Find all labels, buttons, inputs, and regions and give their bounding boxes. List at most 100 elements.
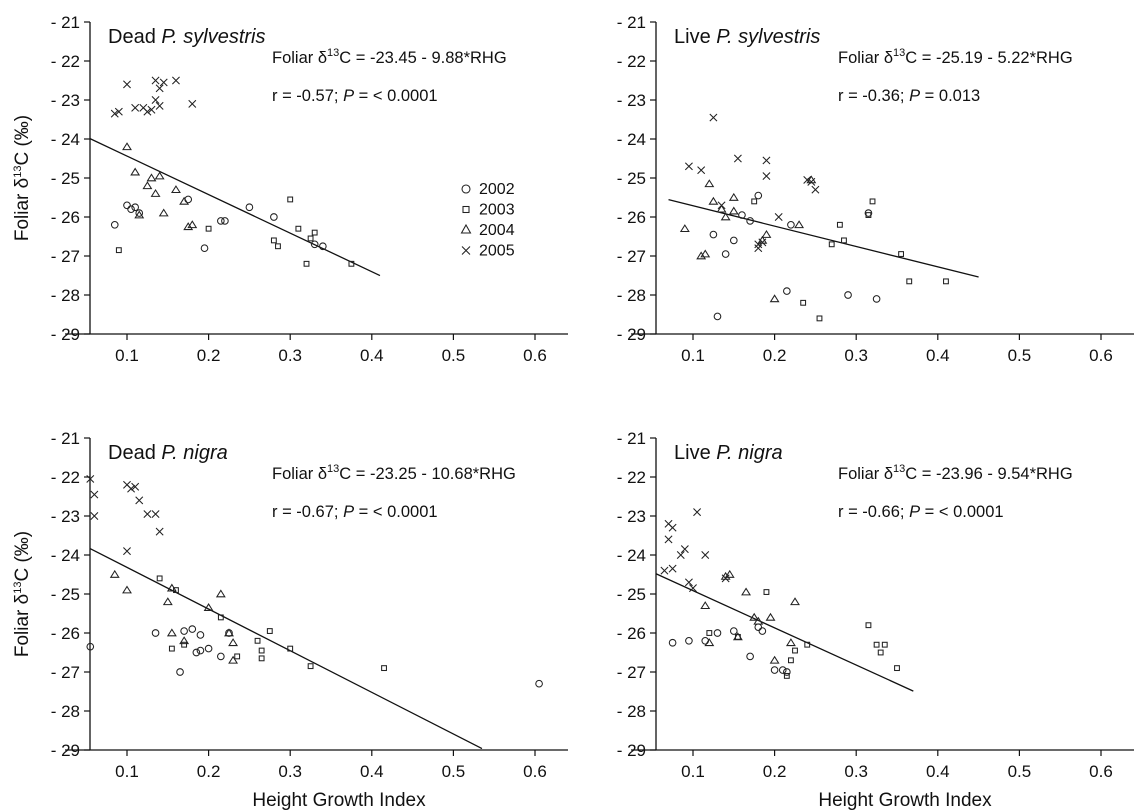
- data-point-2002: [319, 242, 327, 251]
- data-point-2005: [155, 101, 164, 110]
- data-point-2002: [778, 666, 787, 674]
- regression-stats: r = -0.36; P = 0.013: [838, 87, 980, 105]
- panel-4: - 21 - 22 - 23 - 24 - 25 - 26 - 27 - 28 - 29 0.1 0…: [617, 429, 1134, 811]
- data-point-2005: [774, 213, 783, 221]
- y-tick-label: - 25: [51, 585, 80, 604]
- data-point-2005: [151, 96, 160, 104]
- data-point-2003: [307, 235, 314, 242]
- data-point-2005: [811, 185, 820, 194]
- regression-line: [89, 548, 483, 750]
- data-point-2005: [701, 551, 710, 559]
- y-tick-label: - 25: [617, 169, 646, 188]
- data-point-2003: [804, 641, 811, 648]
- y-axis-title-text-a: Foliar δ: [12, 178, 33, 241]
- data-point-2003: [881, 641, 888, 648]
- x-tick-label: 0.5: [1008, 346, 1032, 365]
- data-point-2002: [864, 209, 873, 217]
- data-point-2005: [733, 154, 742, 163]
- data-point-2005: [151, 76, 160, 85]
- data-point-2003: [906, 278, 913, 285]
- data-point-2005: [758, 238, 767, 247]
- data-point-2003: [168, 645, 175, 652]
- regression-line: [656, 573, 914, 692]
- stats-p-symbol: P: [343, 503, 354, 521]
- data-point-2004: [146, 173, 157, 182]
- x-tick-label: 0.2: [197, 762, 221, 781]
- data-point-2004: [179, 636, 190, 645]
- data-point-2005: [693, 508, 702, 517]
- data-point-2004: [122, 142, 132, 151]
- data-point-2002: [729, 627, 738, 635]
- data-point-2004: [769, 294, 780, 303]
- data-point-2004: [790, 597, 800, 606]
- data-point-2004: [122, 585, 132, 594]
- y-tick-label: - 27: [51, 247, 80, 266]
- data-point-2002: [701, 636, 710, 645]
- data-point-2002: [783, 668, 791, 676]
- stats-p-symbol: P: [909, 503, 920, 521]
- regression-equation: Foliar δ13C = -23.45 - 9.88*RHG: [272, 47, 507, 67]
- data-point-2004: [765, 612, 776, 621]
- regression-equation-text-b: C = -23.45 - 9.88*RHG: [339, 49, 506, 67]
- data-point-2004: [142, 181, 153, 190]
- data-point-2003: [706, 630, 713, 636]
- data-point-2003: [787, 657, 794, 664]
- data-point-2002: [196, 631, 205, 639]
- data-point-2002: [127, 205, 135, 214]
- y-tick-label: - 23: [617, 91, 646, 110]
- x-tick-label: 0.6: [1089, 346, 1113, 365]
- data-point-2002: [86, 642, 95, 651]
- x-tick-label: 0.6: [523, 346, 547, 365]
- data-point-2002: [110, 220, 119, 229]
- data-point-2005: [684, 162, 693, 171]
- data-point-2002: [310, 240, 319, 249]
- y-tick-label: - 22: [617, 52, 646, 71]
- stats-p-value: = < 0.0001: [354, 503, 438, 521]
- panel-title-italic: P. sylvestris: [161, 26, 265, 48]
- y-axis-title-text-a: Foliar δ: [12, 594, 33, 657]
- y-axis-title-text-b: C (‰): [12, 115, 33, 166]
- data-point-2003: [877, 649, 884, 656]
- legend-label-2003: 2003: [479, 202, 515, 219]
- data-point-2005: [188, 99, 197, 108]
- y-tick-label: - 28: [51, 286, 80, 305]
- data-point-2004: [228, 638, 239, 647]
- x-tick-label: 0.5: [1008, 762, 1032, 781]
- y-tick-label: - 28: [617, 702, 646, 721]
- y-tick-label: - 29: [617, 325, 646, 344]
- regression-equation: Foliar δ13C = -25.19 - 5.22*RHG: [838, 47, 1073, 67]
- stats-r: r = -0.57;: [272, 87, 343, 105]
- regression-equation-text-b: C = -23.96 - 9.54*RHG: [905, 465, 1072, 483]
- regression-equation-superscript: 13: [893, 463, 905, 475]
- data-point-2004: [728, 192, 739, 201]
- data-point-2002: [180, 627, 188, 635]
- data-point-2002: [196, 646, 205, 655]
- data-point-2004: [187, 220, 198, 229]
- data-point-2005: [131, 482, 140, 491]
- data-point-2002: [200, 244, 209, 253]
- legend-marker-2002: [461, 184, 471, 194]
- data-point-2004: [158, 208, 169, 217]
- y-tick-label: - 23: [617, 507, 646, 526]
- y-tick-label: - 27: [51, 663, 80, 682]
- data-point-2003: [943, 278, 949, 285]
- data-point-2002: [783, 287, 791, 295]
- data-point-2005: [135, 496, 144, 505]
- stats-p-value: = 0.013: [920, 87, 980, 105]
- y-tick-label: - 27: [617, 663, 646, 682]
- x-tick-label: 0.4: [926, 762, 950, 781]
- x-tick-label: 0.4: [360, 346, 384, 365]
- data-point-2005: [123, 547, 131, 556]
- panel-title-plain: Live: [674, 26, 716, 48]
- data-point-2003: [266, 628, 273, 634]
- data-point-2003: [894, 665, 900, 672]
- data-point-2005: [127, 484, 136, 493]
- regression-equation-text-b: C = -23.25 - 10.68*RHG: [339, 465, 516, 483]
- stats-p-value: = < 0.0001: [920, 503, 1004, 521]
- data-point-2005: [680, 545, 689, 554]
- data-point-2004: [761, 229, 772, 238]
- data-point-2002: [787, 220, 795, 229]
- data-point-2002: [738, 211, 746, 219]
- data-point-2003: [307, 663, 314, 670]
- x-tick-label: 0.6: [523, 762, 547, 781]
